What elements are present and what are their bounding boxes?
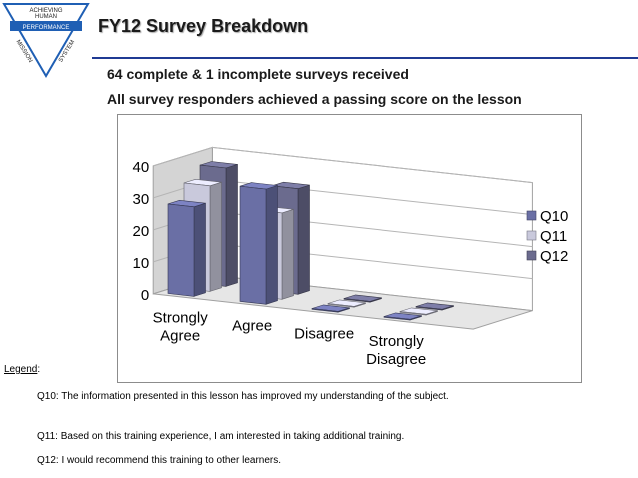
category-label-0-line-1: Agree xyxy=(160,327,200,344)
bar-q12-1-side xyxy=(297,184,310,295)
bar-q12-2 xyxy=(343,298,371,303)
legend-label-q10: Q10 xyxy=(540,208,568,225)
legend-note-q11: Q11: Based on this training experience, … xyxy=(37,431,405,442)
logo-top-text-2: HUMAN xyxy=(35,14,57,20)
logo-band-text: PERFORMANCE xyxy=(23,25,70,31)
category-label-2-line-0: Disagree xyxy=(294,325,354,342)
category-label-3-line-0: Strongly xyxy=(369,333,425,350)
title-divider xyxy=(92,57,638,59)
bar-q10-3 xyxy=(383,316,411,321)
bar-q12-0-side xyxy=(225,163,238,287)
y-tick-label-40: 40 xyxy=(133,159,150,176)
legend-note-q10: Q10: The information presented in this l… xyxy=(37,391,449,402)
page-title: FY12 Survey Breakdown xyxy=(98,16,309,36)
legend-label-q11: Q11 xyxy=(540,228,567,245)
bar-q11-0-side xyxy=(209,181,222,292)
passing-score-text: All survey responders achieved a passing… xyxy=(107,91,522,107)
legend-label-q12: Q12 xyxy=(540,248,568,265)
category-label-1-line-0: Agree xyxy=(232,317,272,334)
bar-q11-1-side xyxy=(281,208,294,300)
chart-frame: 0 10 20 30 40 Strongly Agree Agree Disagree Stron… xyxy=(117,114,582,383)
bar-q10-0-side xyxy=(193,202,206,297)
legend-label-text: Legend xyxy=(4,364,38,375)
y-tick-label-30: 30 xyxy=(133,191,150,208)
category-label-0-line-0: Strongly xyxy=(153,309,209,326)
legend-swatch-q12 xyxy=(526,250,537,261)
bar-q10-0 xyxy=(167,203,195,297)
bar-q11-3 xyxy=(399,311,427,316)
logo-top-text-1: ACHIEVING xyxy=(29,8,62,14)
bar-q10-1 xyxy=(239,185,267,305)
gridline-40 xyxy=(153,146,533,184)
y-tick-label-10: 10 xyxy=(133,255,150,272)
y-tick-label-0: 0 xyxy=(141,287,149,304)
bar-q12-3 xyxy=(415,306,443,311)
category-label-3-line-1: Disagree xyxy=(366,351,426,368)
legend-note-q12: Q12: I would recommend this training to … xyxy=(37,455,282,466)
logo-band xyxy=(10,21,82,31)
legend-swatch-q10 xyxy=(526,210,537,221)
legend-swatch-q11 xyxy=(526,230,537,241)
bar-q10-2 xyxy=(311,308,339,313)
bar-q10-1-side xyxy=(265,185,278,305)
survey-count-text: 64 complete & 1 incomplete surveys recei… xyxy=(107,66,409,82)
bar-q11-2 xyxy=(327,303,355,308)
legend-label: Legend: xyxy=(4,364,41,375)
y-tick-label-20: 20 xyxy=(133,223,150,240)
logo: ACHIEVING HUMAN PERFORMANCE MISSION SYST… xyxy=(2,2,90,78)
